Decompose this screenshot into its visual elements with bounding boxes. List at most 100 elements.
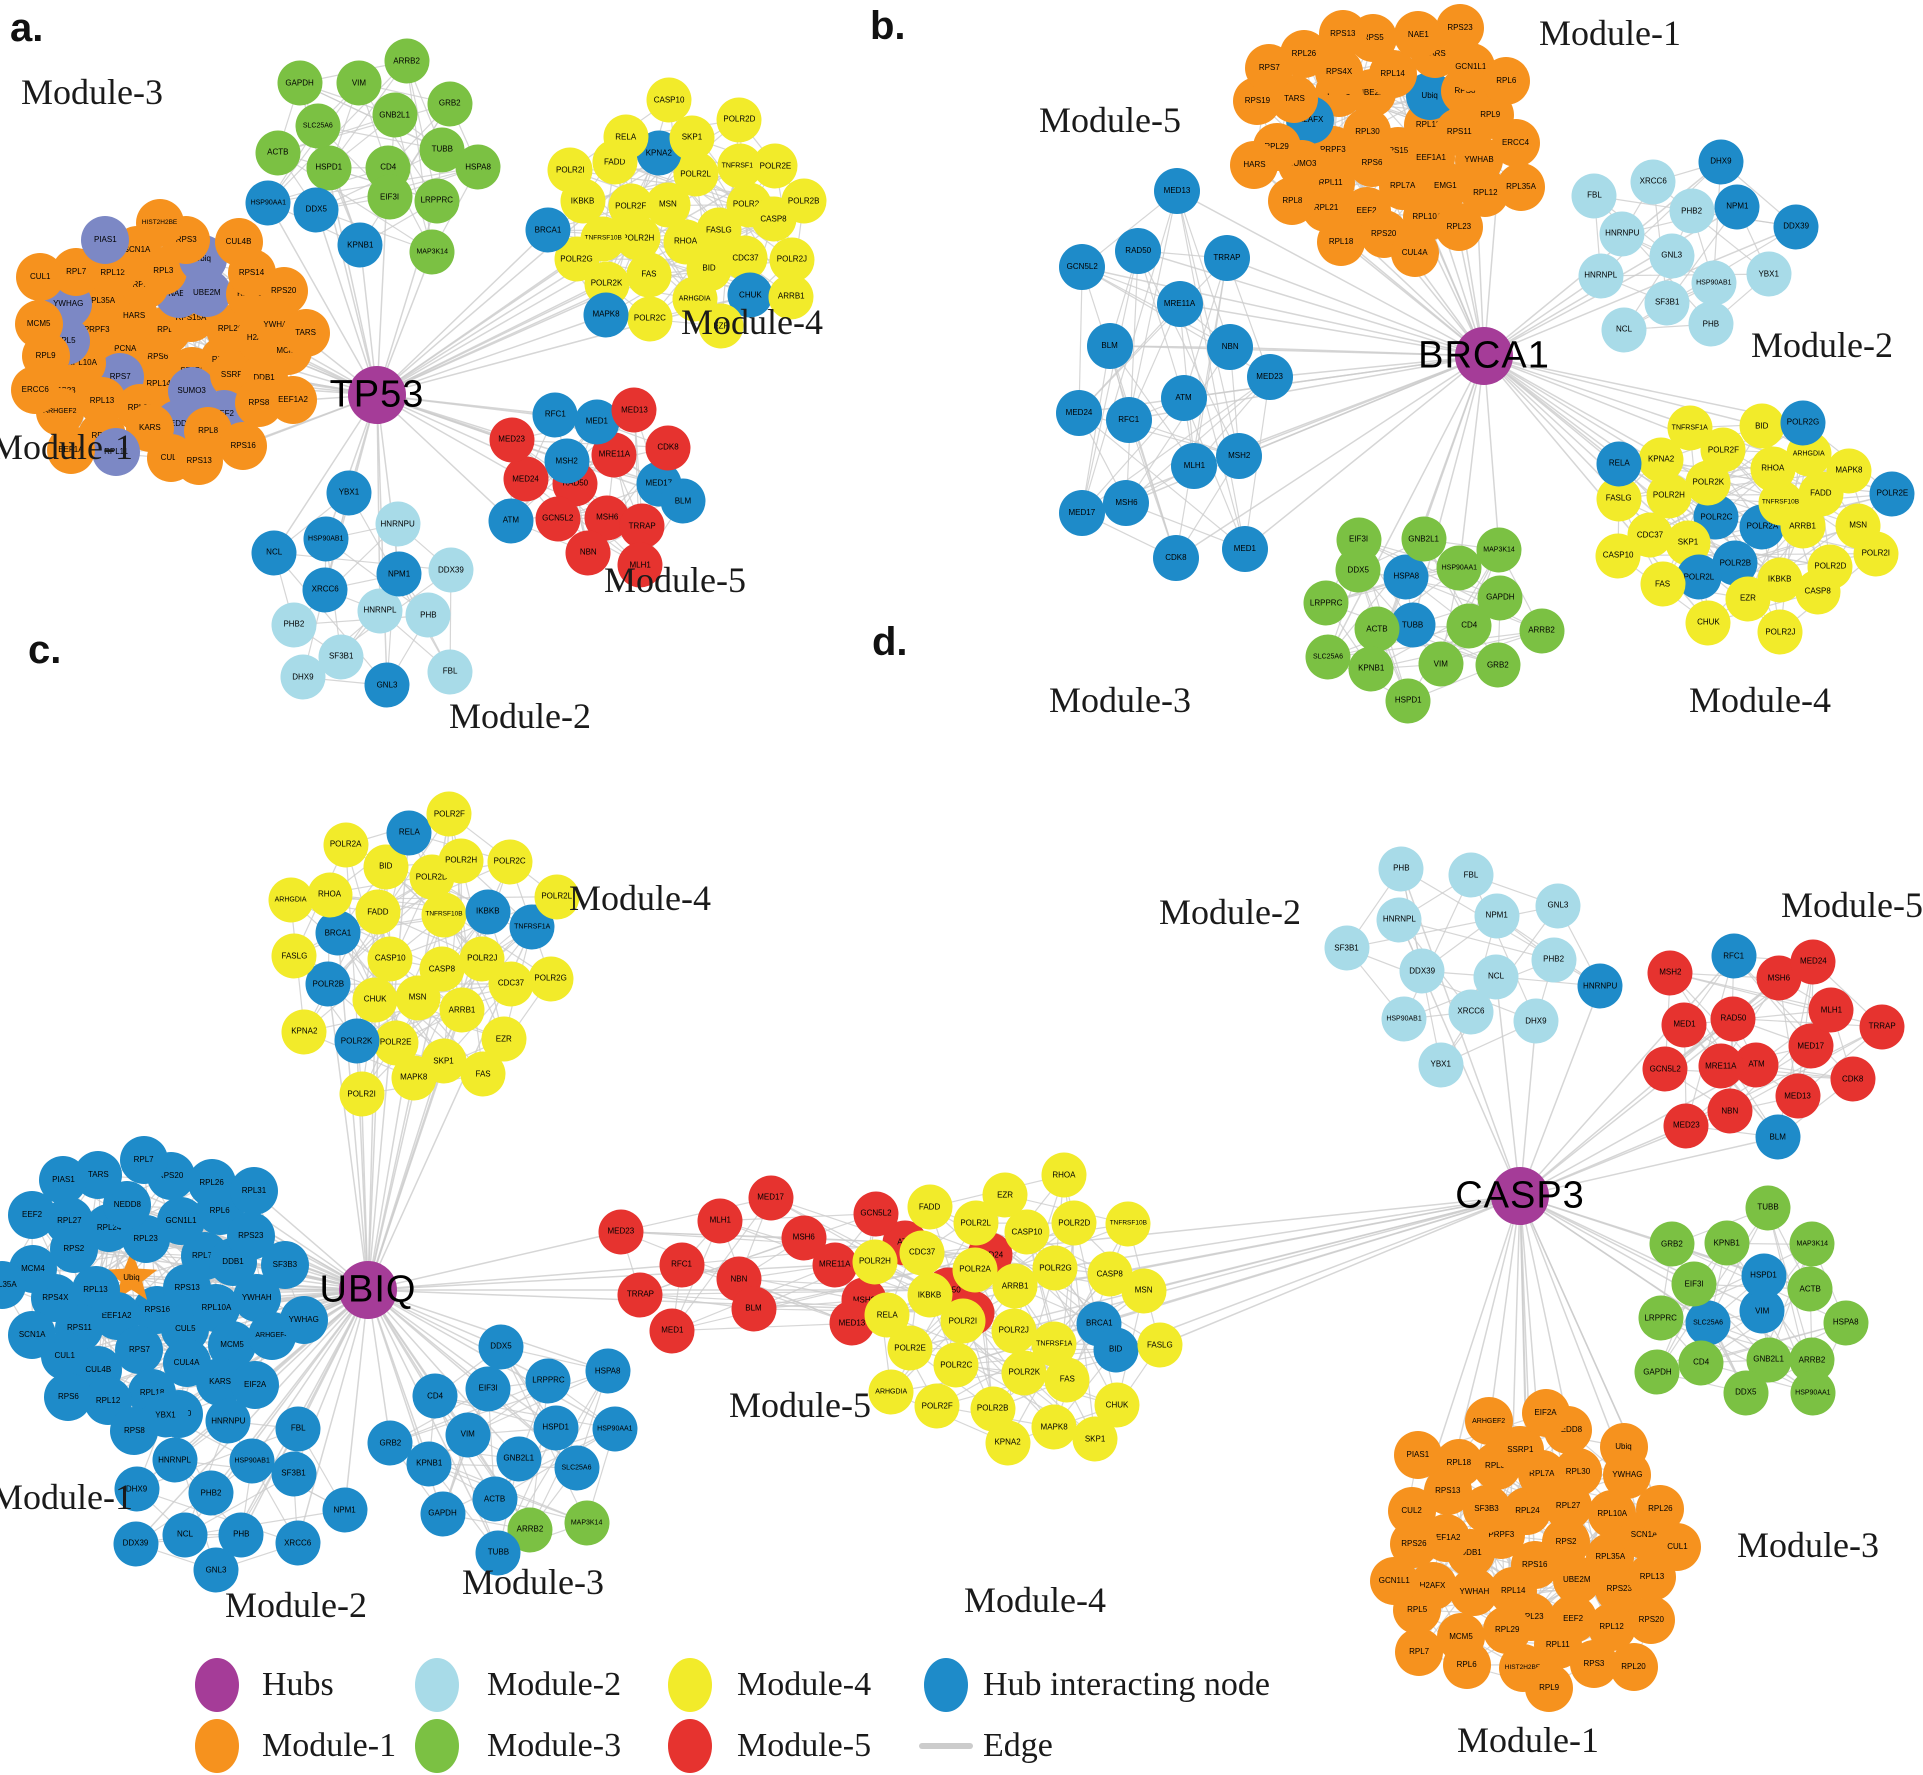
node-MAPK8[interactable]: MAPK8: [1031, 1404, 1077, 1450]
node-MED17[interactable]: MED17: [1058, 489, 1105, 536]
node-CDC37[interactable]: CDC37: [488, 961, 534, 1007]
node-TUBB[interactable]: TUBB: [1390, 602, 1436, 648]
node-MSH2[interactable]: MSH2: [1647, 950, 1693, 996]
node-KPNB1[interactable]: KPNB1: [337, 222, 383, 268]
node-DHX9[interactable]: DHX9: [1698, 139, 1744, 185]
node-BLM[interactable]: BLM: [731, 1286, 776, 1332]
node-MED24[interactable]: MED24: [1790, 939, 1836, 985]
node-POLR2C[interactable]: POLR2C: [627, 296, 673, 342]
node-MED23[interactable]: MED23: [1246, 354, 1293, 401]
node-FAS[interactable]: FAS: [460, 1051, 506, 1097]
node-HSP90AA1[interactable]: HSP90AA1: [592, 1406, 638, 1452]
node-RPL9[interactable]: RPL9: [1525, 1664, 1574, 1713]
node-POLR2E[interactable]: POLR2E: [752, 143, 798, 189]
node-DDX5[interactable]: DDX5: [478, 1324, 524, 1370]
node-BRCA1[interactable]: BRCA1: [315, 910, 361, 956]
node-GNL3[interactable]: GNL3: [1535, 883, 1581, 929]
node-SCN1A[interactable]: SCN1A: [8, 1310, 57, 1359]
node-HIST2H2BE[interactable]: HIST2H2BE: [135, 199, 184, 248]
node-LRPPRC[interactable]: LRPPRC: [525, 1358, 571, 1404]
node-RPL18[interactable]: RPL18: [1434, 1438, 1483, 1487]
node-NCL[interactable]: NCL: [251, 530, 297, 576]
node-POLR2B[interactable]: POLR2B: [305, 961, 351, 1007]
node-DHX9[interactable]: DHX9: [114, 1466, 160, 1512]
node-LRPPRC[interactable]: LRPPRC: [414, 178, 460, 224]
node-DDX5[interactable]: DDX5: [1723, 1370, 1769, 1416]
node-ARRB1[interactable]: ARRB1: [439, 987, 485, 1033]
node-EZR[interactable]: EZR: [1725, 576, 1771, 622]
node-CASP10[interactable]: CASP10: [1004, 1209, 1050, 1255]
node-FADD[interactable]: FADD: [355, 889, 401, 935]
node-CASP10[interactable]: CASP10: [646, 77, 692, 123]
node-YBX1[interactable]: YBX1: [143, 1392, 188, 1438]
node-MED1[interactable]: MED1: [1661, 1002, 1707, 1048]
hub-node-TP53[interactable]: [348, 366, 406, 424]
node-HSPA8[interactable]: HSPA8: [455, 144, 501, 190]
node-XRCC6[interactable]: XRCC6: [302, 567, 348, 613]
node-RPS6[interactable]: RPS6: [44, 1373, 93, 1422]
node-RPL7[interactable]: RPL7: [1395, 1628, 1444, 1677]
node-KPNA2[interactable]: KPNA2: [281, 1009, 327, 1055]
node-GNL3[interactable]: GNL3: [193, 1547, 239, 1593]
node-FAS[interactable]: FAS: [1640, 561, 1685, 607]
node-RPL11[interactable]: RPL11: [92, 428, 141, 477]
node-CHUK[interactable]: CHUK: [352, 977, 398, 1023]
node-GCN5L2[interactable]: GCN5L2: [1059, 244, 1106, 291]
node-YWHAH[interactable]: YWHAH: [1450, 1568, 1499, 1617]
node-DDX39[interactable]: DDX39: [1773, 204, 1819, 250]
node-VIM[interactable]: VIM: [445, 1412, 491, 1458]
node-RPS16[interactable]: RPS16: [219, 421, 268, 470]
node-PIAS1[interactable]: PIAS1: [39, 1155, 88, 1204]
node-MLH1[interactable]: MLH1: [1171, 442, 1218, 489]
node-SF3B1[interactable]: SF3B1: [318, 634, 364, 680]
node-FADD[interactable]: FADD: [907, 1184, 953, 1230]
node-MRE11A[interactable]: MRE11A: [1698, 1043, 1744, 1089]
node-GNB2L1[interactable]: GNB2L1: [496, 1436, 542, 1482]
node-POLR2C[interactable]: POLR2C: [933, 1342, 979, 1388]
node-HSP90AB1[interactable]: HSP90AB1: [229, 1438, 275, 1484]
node-RPL7[interactable]: RPL7: [119, 1136, 168, 1185]
node-HSP90AA1[interactable]: HSP90AA1: [245, 180, 291, 226]
node-CDC37[interactable]: CDC37: [899, 1230, 945, 1276]
node-TRRAP[interactable]: TRRAP: [1859, 1004, 1905, 1050]
node-GRB2[interactable]: GRB2: [367, 1420, 413, 1466]
node-SF3B1[interactable]: SF3B1: [1644, 280, 1690, 326]
node-KPNB1[interactable]: KPNB1: [406, 1441, 452, 1487]
node-RHOA[interactable]: RHOA: [307, 872, 353, 918]
node-HSPD1[interactable]: HSPD1: [1385, 678, 1431, 724]
node-TNFRSF10B[interactable]: TNFRSF10B: [1105, 1201, 1151, 1247]
node-SKP1[interactable]: SKP1: [669, 115, 715, 161]
node-PHB2[interactable]: PHB2: [188, 1470, 234, 1516]
node-CHUK[interactable]: CHUK: [1685, 600, 1731, 646]
node-MAPK8[interactable]: MAPK8: [391, 1055, 437, 1101]
node-CUL4B[interactable]: CUL4B: [214, 217, 263, 266]
node-ARRB1[interactable]: ARRB1: [992, 1263, 1038, 1309]
node-POLR2D[interactable]: POLR2D: [716, 97, 762, 143]
node-POLR2E[interactable]: POLR2E: [1869, 471, 1915, 517]
node-MLH1[interactable]: MLH1: [697, 1198, 743, 1244]
node-POLR2J[interactable]: POLR2J: [1757, 609, 1803, 655]
node-MLH1[interactable]: MLH1: [1808, 987, 1854, 1033]
node-XRCC6[interactable]: XRCC6: [1448, 989, 1494, 1035]
node-ARRB1[interactable]: ARRB1: [768, 274, 814, 320]
node-CASP10[interactable]: CASP10: [1595, 533, 1641, 579]
node-POLR2D[interactable]: POLR2D: [1051, 1200, 1097, 1246]
node-GNB2L1[interactable]: GNB2L1: [1401, 516, 1447, 562]
node-SLC25A6[interactable]: SLC25A6: [295, 103, 341, 149]
hub-node-UBIQ[interactable]: [339, 1261, 397, 1319]
node-HSPA8[interactable]: HSPA8: [1823, 1300, 1869, 1346]
node-GNL3[interactable]: GNL3: [1649, 233, 1695, 279]
node-EZR[interactable]: EZR: [698, 303, 744, 349]
node-TNFRSF1A[interactable]: TNFRSF1A: [1667, 405, 1713, 451]
node-TUBB[interactable]: TUBB: [1745, 1185, 1791, 1231]
node-TUBB[interactable]: TUBB: [475, 1530, 521, 1576]
node-RFC1[interactable]: RFC1: [659, 1242, 705, 1288]
node-HSP90AA1[interactable]: HSP90AA1: [1790, 1370, 1836, 1416]
node-RPL8[interactable]: RPL8: [1268, 177, 1317, 226]
node-FBL[interactable]: FBL: [427, 649, 473, 695]
node-BID[interactable]: BID: [1093, 1327, 1139, 1373]
node-DDX39[interactable]: DDX39: [428, 547, 474, 593]
node-CD4[interactable]: CD4: [412, 1373, 458, 1419]
node-GAPDH[interactable]: GAPDH: [420, 1491, 465, 1537]
node-POLR2C[interactable]: POLR2C: [487, 839, 533, 885]
